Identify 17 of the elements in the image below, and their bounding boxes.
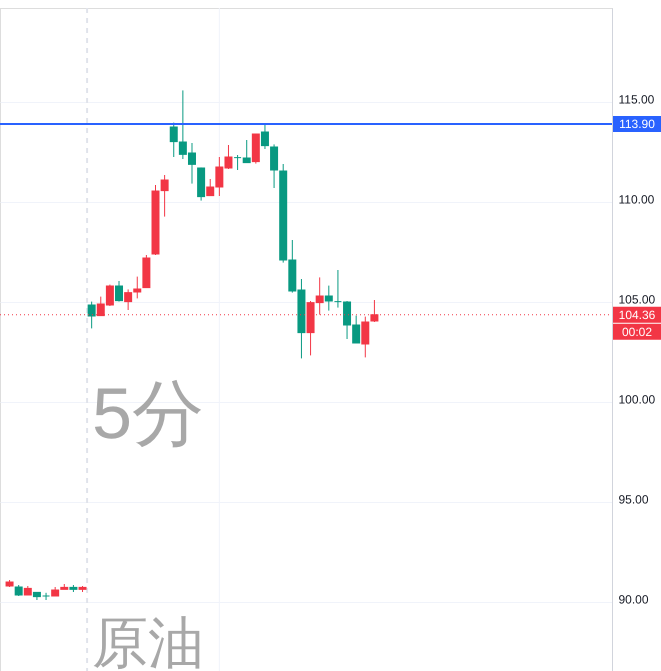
ref-line-label: 113.90 bbox=[619, 117, 656, 131]
annotation: 5分 bbox=[92, 374, 204, 454]
annotation: 原油 bbox=[92, 611, 204, 671]
text: 00:02 bbox=[622, 324, 652, 339]
y-tick-label: 90.00 bbox=[618, 592, 649, 606]
candlestick bbox=[14, 584, 23, 596]
y-tick-label: 105.00 bbox=[618, 292, 656, 306]
candlestick bbox=[260, 124, 269, 150]
candlestick bbox=[361, 316, 370, 358]
candlestick bbox=[270, 144, 278, 188]
y-tick-label: 95.00 bbox=[618, 492, 649, 506]
candlestick bbox=[115, 280, 124, 302]
candlestick bbox=[88, 301, 96, 329]
ref-line-label: 104.36 bbox=[618, 308, 656, 322]
y-tick-label: 110.00 bbox=[618, 192, 655, 206]
y-tick-label: 100.00 bbox=[618, 392, 656, 406]
y-tick-label: 115.00 bbox=[618, 92, 655, 106]
